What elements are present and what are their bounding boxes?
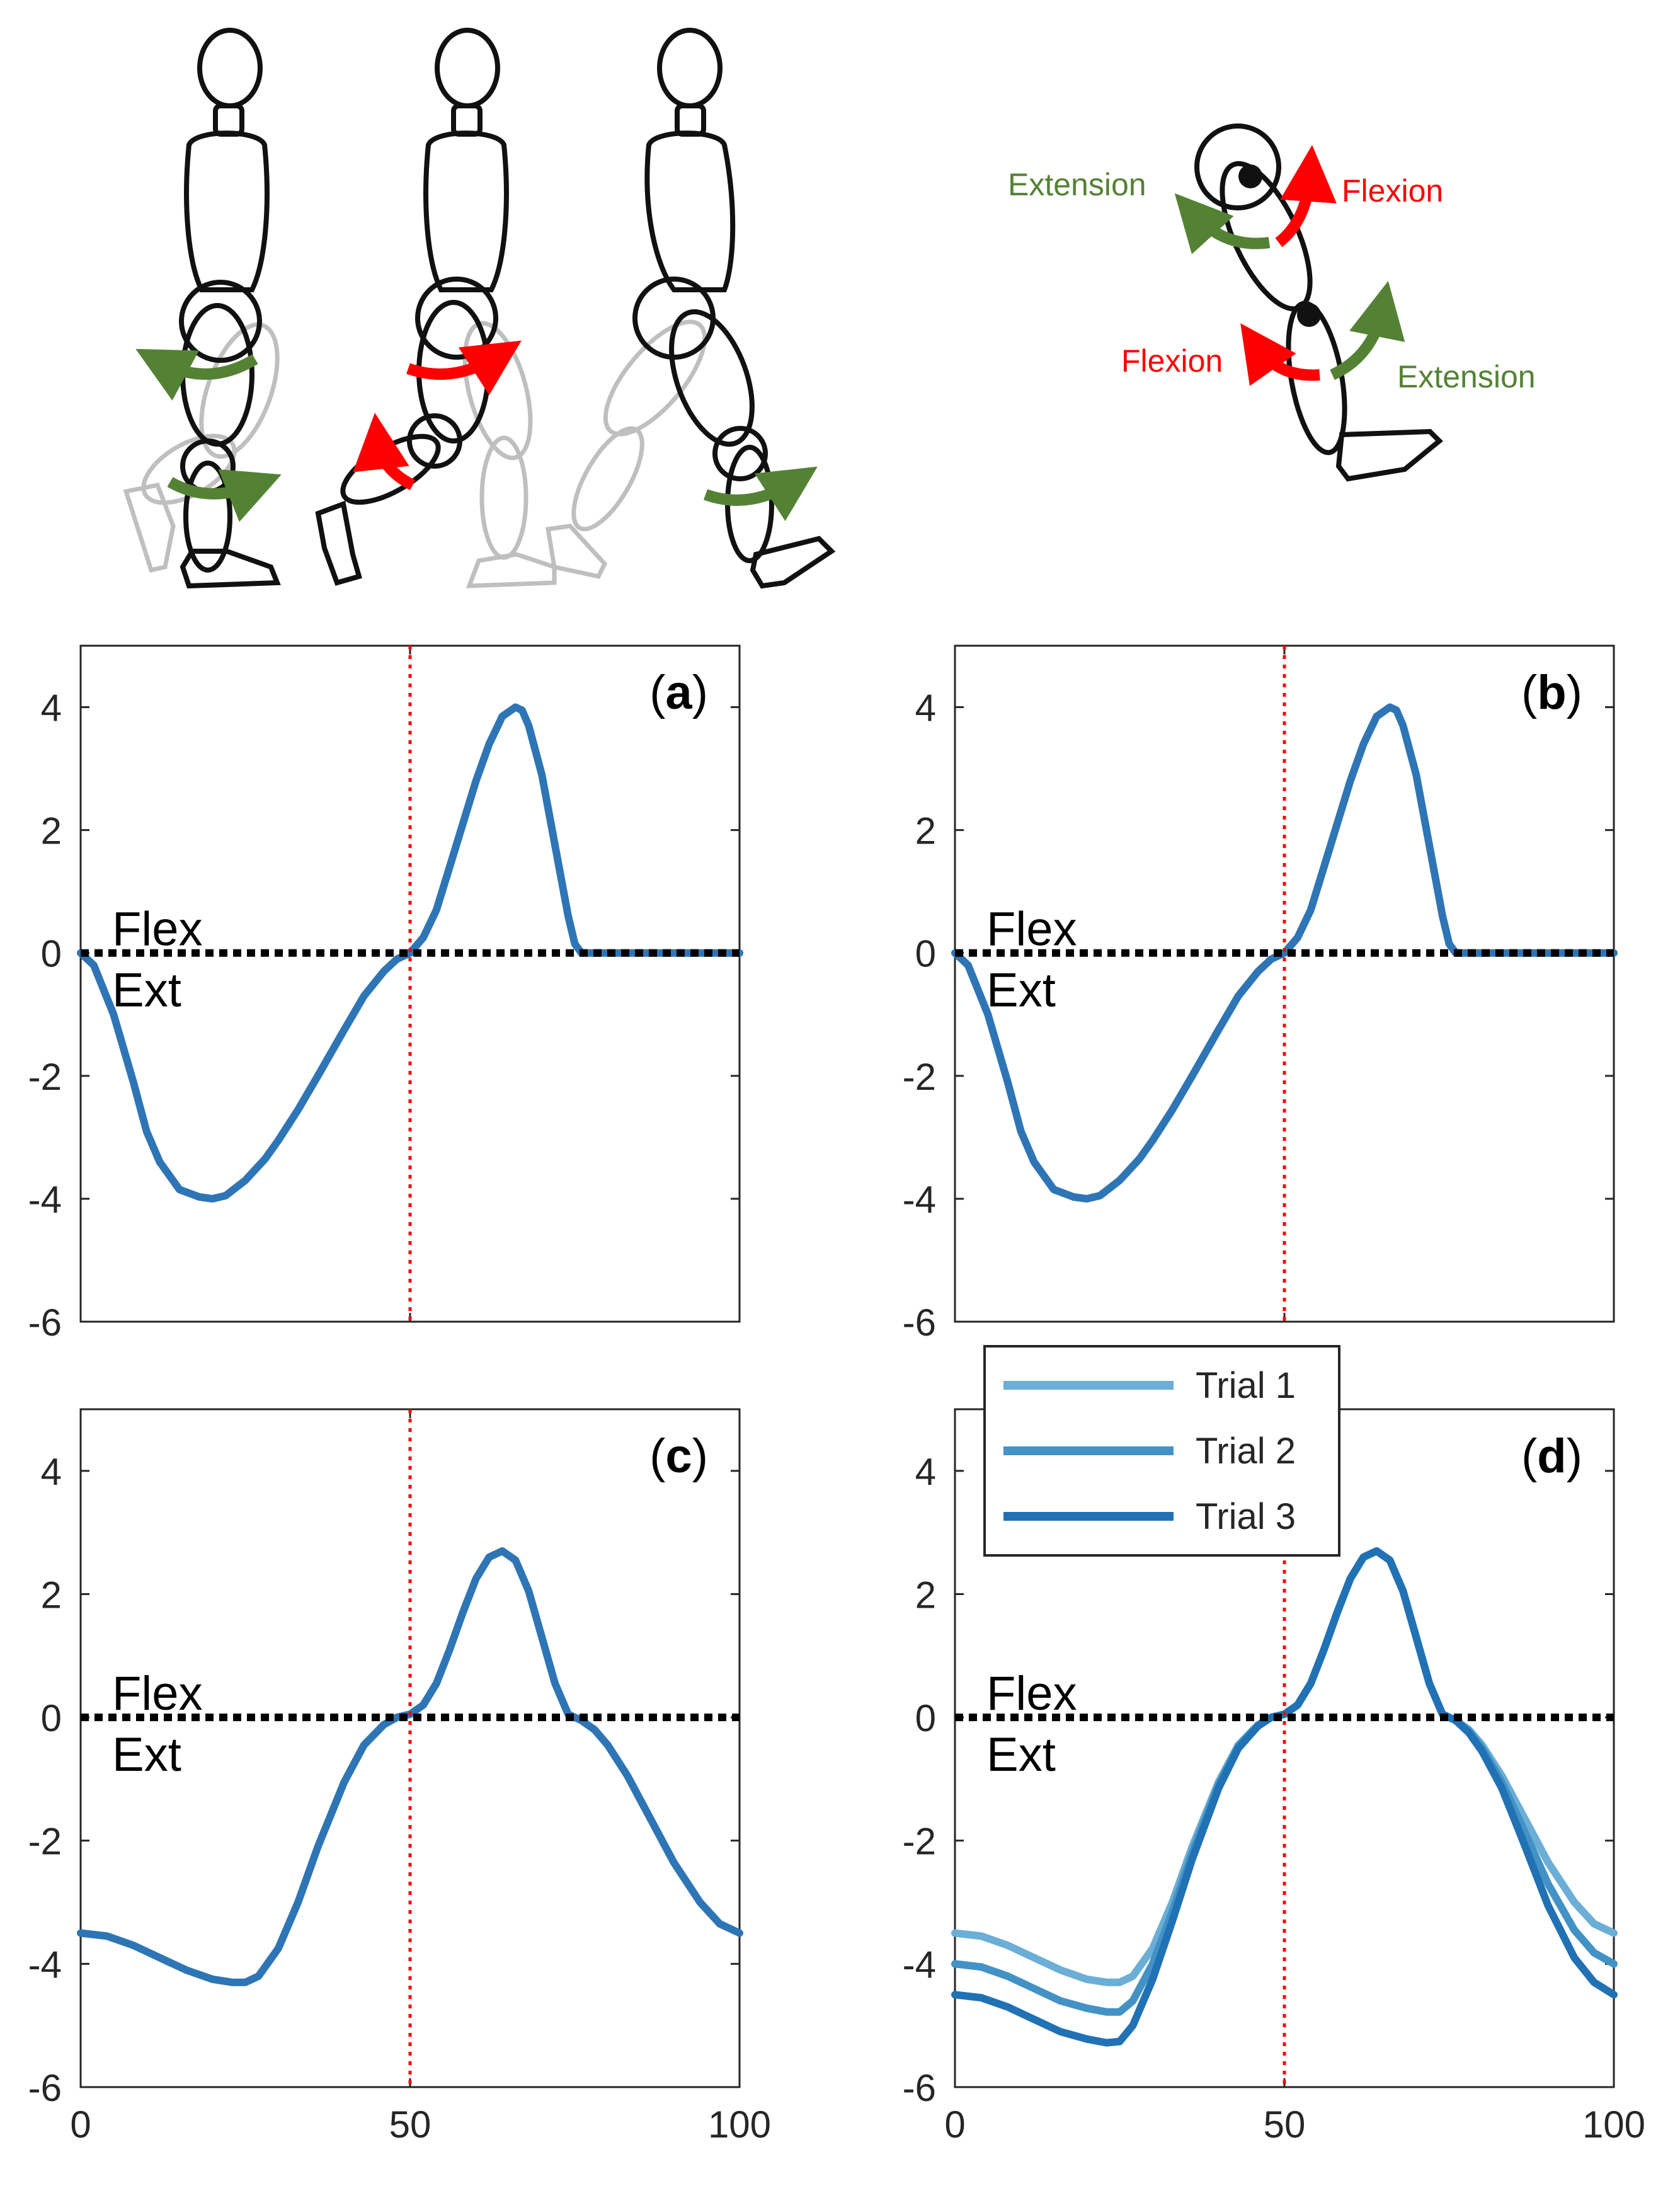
- hip-joint: [1194, 123, 1281, 210]
- y-tick-label: -4: [903, 1943, 936, 1986]
- gait-illustration: Extension Flexion Flexion Extension: [123, 28, 1536, 589]
- y-tick-label: 4: [41, 1451, 62, 1493]
- label-hip-flexion: Flexion: [1342, 173, 1443, 209]
- ext-annotation: Ext: [112, 1728, 181, 1782]
- y-tick-label: 2: [41, 810, 62, 852]
- y-tick-label: 2: [915, 810, 936, 852]
- ext-annotation: Ext: [986, 964, 1056, 1017]
- x-tick-label: 0: [944, 2103, 965, 2146]
- y-tick-label: 0: [915, 1697, 936, 1739]
- label-hip-extension: Extension: [1008, 167, 1146, 202]
- label-knee-flexion: Flexion: [1121, 343, 1223, 379]
- y-tick-label: 0: [41, 933, 62, 975]
- x-tick-label: 50: [389, 2103, 431, 2146]
- hip-flexion-arrow: [406, 340, 522, 396]
- leg-diagram: Extension Flexion Flexion Extension: [1008, 123, 1536, 482]
- chart-panel-c: -6 -4 -2 0 2 4 0 50 100 Flex Ext (c): [28, 1408, 771, 2146]
- y-tick-label: -2: [28, 1821, 62, 1863]
- x-tick-label: 100: [1582, 2103, 1645, 2146]
- knee-center-dot: [1297, 303, 1321, 327]
- thigh: [669, 309, 755, 447]
- y-tick-label: 2: [41, 1574, 62, 1616]
- label-knee-extension: Extension: [1397, 359, 1536, 394]
- y-tick-label: 0: [41, 1697, 62, 1739]
- y-tick-label: -6: [903, 1302, 936, 1344]
- foot: [750, 535, 836, 589]
- flex-annotation: Flex: [986, 903, 1077, 956]
- y-tick-label: -4: [903, 1179, 936, 1221]
- y-tick-label: 4: [915, 1451, 936, 1493]
- flex-annotation: Flex: [112, 1667, 203, 1720]
- ghost-leg-3: [545, 319, 707, 579]
- hip-extension-arrow: [1174, 193, 1271, 255]
- panel-label: (b): [1521, 666, 1582, 719]
- panel-label: (c): [649, 1429, 708, 1483]
- knee-extension-arrow: [1330, 280, 1405, 381]
- knee-extension-arrow: [703, 466, 818, 522]
- flex-annotation: Flex: [112, 903, 203, 956]
- hip-center-dot: [1238, 164, 1262, 188]
- y-tick-label: -2: [903, 1056, 936, 1098]
- knee-flexion-arrow: [1240, 323, 1320, 386]
- knee-flexion-arrow: [353, 413, 416, 491]
- y-tick-label: 2: [915, 1574, 936, 1616]
- stick-figure-1: [123, 28, 282, 589]
- foot: [1335, 428, 1443, 482]
- series-line-1: [77, 1547, 743, 1986]
- hip-flexion-arrow: [1275, 145, 1337, 248]
- x-tick-label: 0: [70, 2103, 91, 2146]
- series-line-trial-3: [951, 1547, 1618, 2047]
- foot: [180, 549, 281, 589]
- x-tick-label: 100: [708, 2103, 771, 2146]
- y-tick-label: -2: [903, 1821, 936, 1863]
- foot: [315, 500, 362, 586]
- hip-joint: [179, 280, 262, 363]
- ext-annotation: Ext: [986, 1728, 1056, 1782]
- panel-label: (d): [1521, 1429, 1582, 1483]
- torso: [423, 130, 509, 292]
- y-tick-label: 4: [41, 687, 62, 730]
- legend-entry-label: Trial 1: [1196, 1365, 1296, 1406]
- y-tick-label: -6: [28, 2067, 62, 2109]
- y-tick-label: -4: [28, 1179, 62, 1221]
- y-tick-label: -6: [903, 2067, 936, 2109]
- stick-figure-2: [315, 28, 557, 588]
- legend-entry-label: Trial 3: [1196, 1496, 1296, 1537]
- x-tick-label: 50: [1264, 2103, 1306, 2146]
- knee-joint: [407, 413, 462, 469]
- hip-joint: [415, 277, 498, 360]
- legend: Trial 1 Trial 2 Trial 3: [983, 1345, 1340, 1557]
- chart-panel-a: -6 -4 -2 0 2 4 Flex Ext (a): [28, 644, 743, 1344]
- y-tick-label: 4: [915, 687, 936, 730]
- y-tick-label: -4: [28, 1943, 62, 1986]
- hip-extension-arrow: [135, 348, 258, 401]
- y-tick-label: 0: [915, 933, 936, 975]
- y-tick-label: -6: [28, 1302, 62, 1344]
- knee-joint: [712, 426, 768, 481]
- legend-entry-label: Trial 2: [1196, 1431, 1296, 1472]
- panel-label: (a): [649, 666, 708, 719]
- ext-annotation: Ext: [112, 964, 181, 1017]
- y-tick-label: -2: [28, 1056, 62, 1098]
- knee-extension-arrow: [167, 469, 282, 522]
- flex-annotation: Flex: [986, 1667, 1077, 1720]
- torso: [644, 130, 736, 292]
- stick-figure-3: [545, 28, 836, 589]
- torso: [184, 130, 270, 292]
- chart-panel-b: -6 -4 -2 0 2 4 Flex Ext (b): [903, 644, 1618, 1344]
